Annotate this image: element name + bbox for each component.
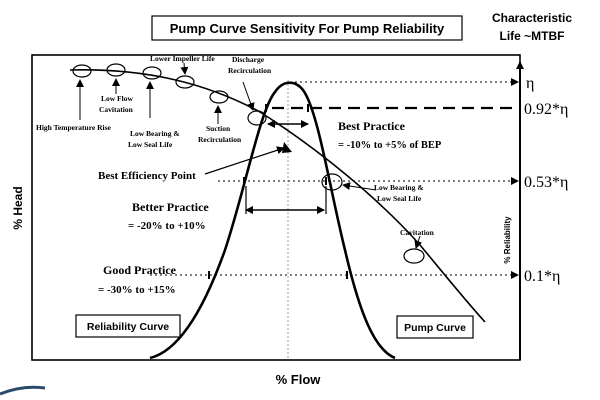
marker-low-bearing-left <box>142 66 162 80</box>
label-discharge-2: Recirculation <box>228 66 272 75</box>
title-box <box>151 15 463 41</box>
y-axis-label: % Head <box>11 186 25 229</box>
reliability-axis-label: % Reliability <box>503 216 512 264</box>
marker-bep <box>321 173 343 191</box>
label-lower-impeller: Lower Impeller Life <box>150 54 215 63</box>
better-practice-title: Better Practice <box>132 200 209 214</box>
bep-marker <box>282 142 292 153</box>
x-axis-label: % Flow <box>276 372 322 387</box>
pump-curve-box <box>396 315 474 339</box>
marker-lower-impeller <box>175 75 195 89</box>
better-practice-range: = -20% to +10% <box>128 220 206 232</box>
reliability-curve <box>149 81 396 360</box>
pointer-discharge <box>242 81 255 111</box>
eta-092-label: 0.92*η <box>524 101 568 118</box>
label-suction-2: Recirculation <box>198 135 242 144</box>
marker-suction <box>209 90 229 104</box>
label-suction-1: Suction <box>206 124 231 133</box>
pointer-low-bearing-right <box>342 182 377 191</box>
pointer-lower-impeller <box>180 62 189 75</box>
right-header-line2: Life ~MTBF <box>500 29 565 43</box>
pointer-cavitation <box>414 235 423 249</box>
reliability-curve-box <box>75 314 181 338</box>
eta-01-label: 0.1*η <box>524 268 560 285</box>
eta-053-label: 0.53*η <box>524 174 568 191</box>
good-practice-title: Good Practice <box>103 263 177 277</box>
pointer-bep <box>204 146 285 175</box>
label-high-temp: High Temperature Rise <box>36 123 112 132</box>
corner-swoosh <box>0 385 46 396</box>
pump-curve-box-label: Pump Curve <box>404 322 466 334</box>
best-practice-range: = -10% to +5% of BEP <box>338 140 442 151</box>
reliability-curve-box-label: Reliability Curve <box>87 321 169 333</box>
right-header-line1: Characteristic <box>492 11 572 25</box>
label-low-bearing-right-2: Low Seal Life <box>377 194 422 203</box>
label-low-bearing-left-2: Low Seal Life <box>128 140 173 149</box>
label-low-flow-1: Low Flow <box>101 94 133 103</box>
marker-high-temp <box>72 64 92 78</box>
label-low-bearing-left-1: Low Bearing & <box>130 129 180 138</box>
best-practice-title: Best Practice <box>338 119 406 133</box>
pump-curve <box>69 69 486 323</box>
bep-label: Best Efficiency Point <box>98 170 196 182</box>
label-cavitation: Cavitation <box>400 228 435 237</box>
label-low-bearing-right-1: Low Bearing & <box>374 183 424 192</box>
good-practice-range: = -30% to +15% <box>98 284 176 296</box>
marker-cavitation <box>403 248 425 264</box>
diagram-title: Pump Curve Sensitivity For Pump Reliabil… <box>170 21 445 36</box>
eta-label: η <box>526 75 534 92</box>
marker-low-flow <box>106 63 126 77</box>
label-low-flow-2: Cavitation <box>99 105 134 114</box>
marker-discharge <box>247 110 267 126</box>
label-discharge-1: Discharge <box>232 55 265 64</box>
